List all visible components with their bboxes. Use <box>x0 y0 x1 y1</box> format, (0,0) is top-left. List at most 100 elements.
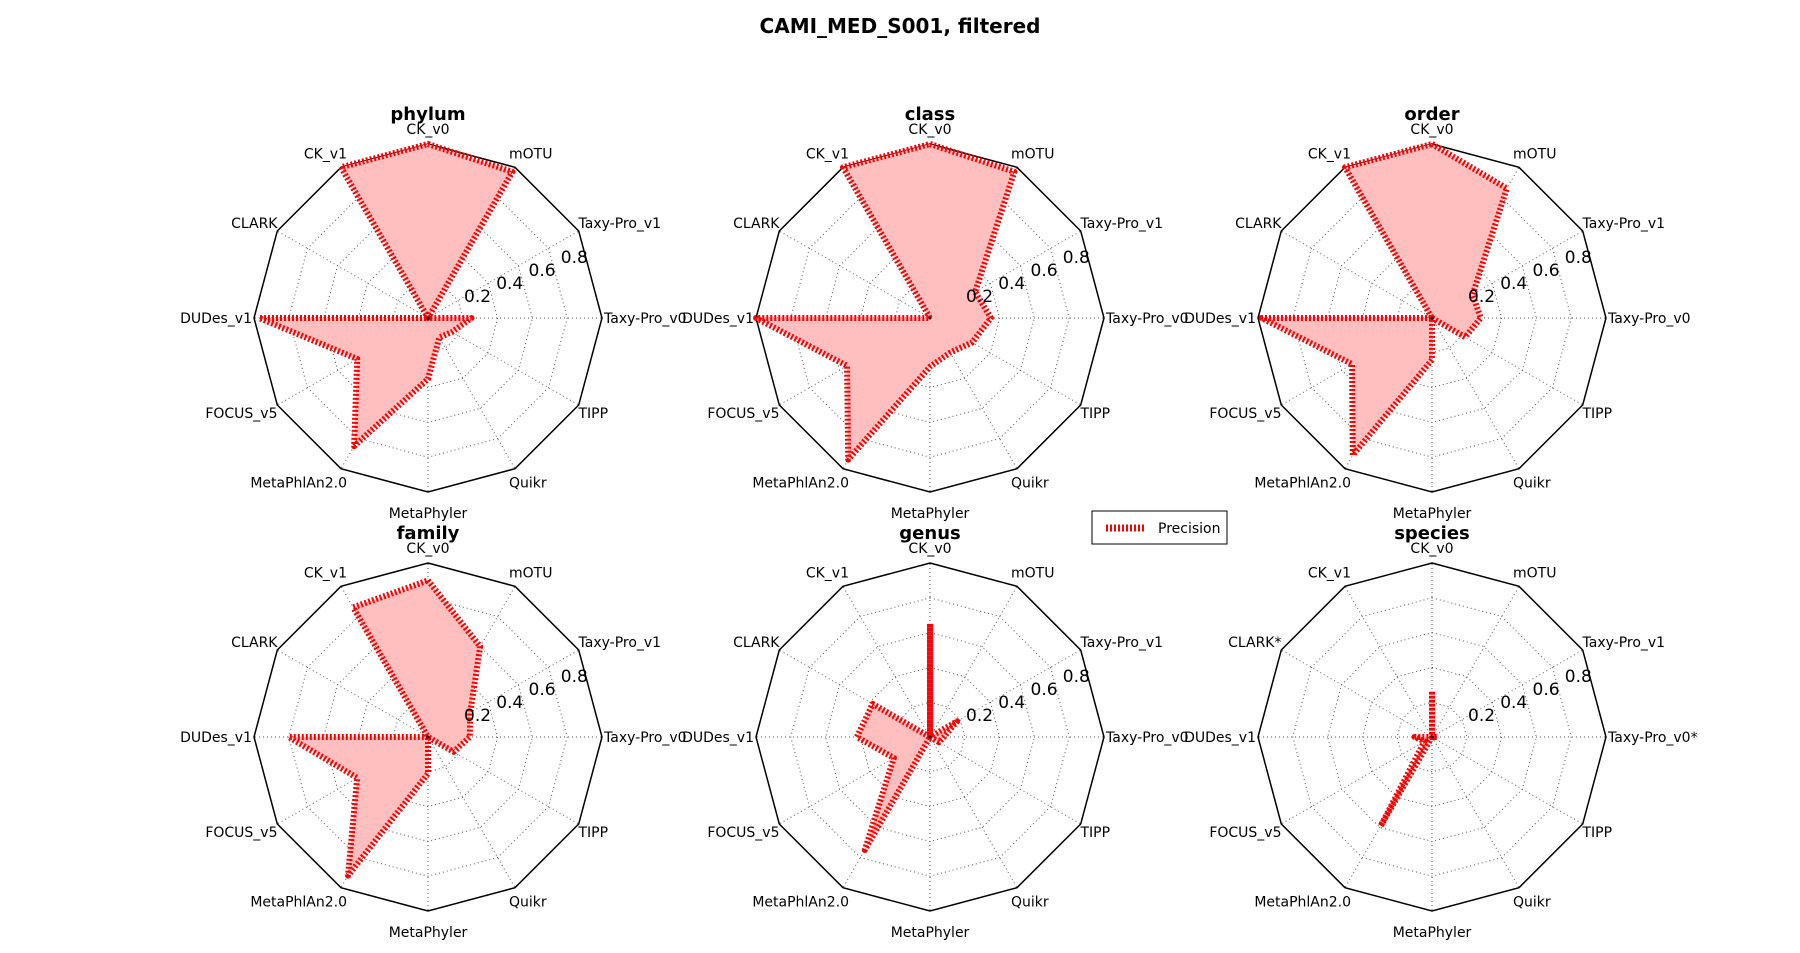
grid-ring <box>1396 701 1468 773</box>
category-label: MetaPhyler <box>891 506 970 522</box>
category-label: FOCUS_v5 <box>707 406 779 422</box>
category-label: MetaPhlAn2.0 <box>752 476 849 492</box>
r-tick-label: 0.2 <box>966 287 993 307</box>
radar-frame <box>1257 143 1607 493</box>
r-tick-label: 0.6 <box>1031 261 1058 281</box>
category-label: CLARK <box>231 216 278 232</box>
category-label: Taxy-Pro_v1 <box>1582 216 1666 232</box>
category-label: mOTU <box>509 147 552 163</box>
grid-ring <box>859 666 1001 808</box>
series-area <box>288 580 481 876</box>
series-line <box>753 141 1018 463</box>
r-tick-label: 0.8 <box>1063 248 1090 268</box>
category-label: Taxy-Pro_v0* <box>1607 730 1698 746</box>
radar-panel-genus: 0.20.4 0.60.8 CK_v0 mOTU Taxy-Pro_v1 Taxy-Pro… <box>682 523 1189 941</box>
category-label: mOTU <box>509 566 552 582</box>
grid-spoke <box>427 736 516 888</box>
r-tick-label: 0.2 <box>1468 287 1495 307</box>
r-tick-label: 0.8 <box>561 667 588 687</box>
r-tick-label: 0.4 <box>998 693 1025 713</box>
grid-ring <box>859 247 1001 389</box>
center-point <box>928 316 932 320</box>
radar-panel-species: 0.20.4 0.60.8 CK_v0 mOTU Taxy-Pro_v1 Taxy-Pro… <box>1184 523 1698 941</box>
category-label: mOTU <box>1513 566 1556 582</box>
category-label: MetaPhyler <box>1393 925 1472 941</box>
center-point <box>928 735 932 739</box>
center-point <box>1430 735 1434 739</box>
category-label: CK_v0 <box>1410 122 1453 138</box>
category-label: Taxy-Pro_v1 <box>1080 216 1164 232</box>
radar-panel-class: 0.20.4 0.60.8 CK_v0 mOTU Taxy-Pro_v1 Taxy-Pro… <box>682 104 1189 522</box>
legend: Precision <box>1091 510 1228 545</box>
category-label: TIPP <box>1582 825 1613 841</box>
radar-panel-order: 0.20.4 0.60.8 CK_v0 mOTU Taxy-Pro_v1 Taxy-Pro… <box>1184 104 1691 522</box>
category-label: FOCUS_v5 <box>1209 406 1281 422</box>
series-line <box>1377 688 1441 829</box>
category-label: CK_v0 <box>406 122 449 138</box>
radar-frame <box>1257 562 1607 912</box>
series-area <box>1261 144 1507 456</box>
panel-title: species <box>1394 523 1470 544</box>
category-label: DUDes_v1 <box>180 311 252 327</box>
category-label: TIPP <box>1080 406 1111 422</box>
center-point <box>1430 316 1434 320</box>
category-label: CK_v1 <box>806 566 849 582</box>
r-tick-label: 0.6 <box>1533 680 1560 700</box>
grid-ring <box>790 178 1070 458</box>
panels: 0.20.40.60.8CK_v0mOTUTaxy-Pro_v1Taxy-Pro… <box>180 104 1698 941</box>
category-label: FOCUS_v5 <box>205 406 277 422</box>
r-tick-label: 0.6 <box>1031 680 1058 700</box>
category-label: MetaPhlAn2.0 <box>1254 476 1351 492</box>
category-label: FOCUS_v5 <box>707 825 779 841</box>
r-tick-label: 0.8 <box>561 248 588 268</box>
category-label: MetaPhlAn2.0 <box>752 895 849 911</box>
category-label: Quikr <box>1513 895 1551 911</box>
category-label: mOTU <box>1513 147 1556 163</box>
series-area <box>856 623 958 850</box>
category-label: DUDes_v1 <box>682 311 754 327</box>
grid-spoke <box>1431 736 1583 825</box>
figure-title: CAMI_MED_S001, filtered <box>760 14 1041 38</box>
category-label: TIPP <box>578 406 609 422</box>
series-line <box>853 620 961 853</box>
category-label: Quikr <box>509 476 547 492</box>
category-label: MetaPhyler <box>389 506 468 522</box>
category-label: CK_v1 <box>1308 147 1351 163</box>
category-label: Taxy-Pro_v1 <box>578 216 662 232</box>
grid-spoke <box>1344 586 1433 738</box>
grid-ring <box>790 597 1070 877</box>
radar-frame <box>755 143 1105 493</box>
r-tick-label: 0.4 <box>1500 693 1527 713</box>
category-label: CK_v1 <box>304 566 347 582</box>
panel-title: class <box>905 104 955 125</box>
category-label: CLARK <box>1235 216 1282 232</box>
panel-title: phylum <box>390 104 465 125</box>
series-area <box>756 144 1015 460</box>
category-label: CK_v1 <box>806 147 849 163</box>
category-label: Quikr <box>1513 476 1551 492</box>
category-label: CLARK <box>231 635 278 651</box>
category-label: Taxy-Pro_v1 <box>1582 635 1666 651</box>
category-label: MetaPhlAn2.0 <box>250 476 347 492</box>
r-tick-label: 0.2 <box>966 706 993 726</box>
category-label: DUDes_v1 <box>180 730 252 746</box>
category-label: DUDes_v1 <box>1184 311 1256 327</box>
r-tick-label: 0.4 <box>1500 274 1527 294</box>
category-label: Quikr <box>1011 476 1049 492</box>
category-label: CK_v0 <box>1410 541 1453 557</box>
grid-ring <box>357 666 499 808</box>
radar-panel-family: 0.20.4 0.60.8 CK_v0 mOTU Taxy-Pro_v1 Taxy-Pro… <box>180 523 687 941</box>
category-label: CK_v1 <box>1308 566 1351 582</box>
r-tick-label: 0.8 <box>1565 667 1592 687</box>
center-point <box>426 316 430 320</box>
grid-ring <box>1361 247 1503 389</box>
r-tick-label: 0.4 <box>496 274 523 294</box>
category-label: MetaPhyler <box>1393 506 1472 522</box>
category-label: MetaPhyler <box>891 925 970 941</box>
r-tick-label: 0.6 <box>529 680 556 700</box>
grid-ring <box>1292 178 1572 458</box>
category-label: CK_v0 <box>406 541 449 557</box>
category-label: DUDes_v1 <box>682 730 754 746</box>
category-label: Taxy-Pro_v0 <box>603 311 687 327</box>
